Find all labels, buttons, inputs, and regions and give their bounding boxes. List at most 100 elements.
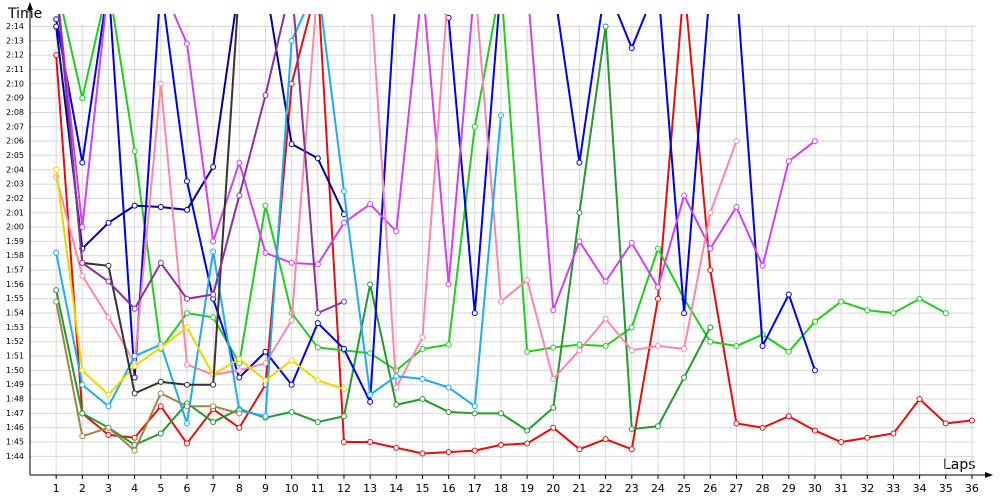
point xyxy=(942,420,949,427)
point xyxy=(864,434,871,441)
x-axis-label: Laps xyxy=(943,457,976,473)
point xyxy=(157,403,164,410)
y-tick-label: 2:09 xyxy=(6,94,24,103)
point xyxy=(524,348,531,355)
point xyxy=(367,391,374,398)
point xyxy=(314,320,321,327)
point xyxy=(681,374,688,381)
x-tick-label: 8 xyxy=(236,482,243,495)
point xyxy=(445,281,452,288)
point xyxy=(785,158,792,165)
point xyxy=(628,347,635,354)
point xyxy=(314,418,321,425)
point xyxy=(550,307,557,314)
point xyxy=(497,441,504,448)
point xyxy=(262,92,269,99)
point xyxy=(393,228,400,235)
x-tick-label: 27 xyxy=(729,482,743,495)
series-line xyxy=(62,14,947,372)
y-tick-label: 2:00 xyxy=(6,223,24,232)
point xyxy=(79,410,86,417)
point xyxy=(210,403,217,410)
point xyxy=(811,427,818,434)
point xyxy=(314,261,321,268)
point xyxy=(576,341,583,348)
point xyxy=(550,375,557,382)
x-tick-label: 20 xyxy=(546,482,560,495)
point xyxy=(105,424,112,431)
point xyxy=(262,202,269,209)
x-tick-label: 1 xyxy=(53,482,60,495)
point xyxy=(131,434,138,441)
y-tick-label: 1:58 xyxy=(6,251,24,260)
point xyxy=(183,403,190,410)
point xyxy=(471,403,478,410)
x-axis-arrow xyxy=(985,472,993,478)
point xyxy=(576,347,583,354)
point xyxy=(288,408,295,415)
point xyxy=(105,431,112,438)
point xyxy=(602,23,609,30)
point xyxy=(314,155,321,162)
point xyxy=(628,44,635,51)
point xyxy=(524,440,531,447)
point xyxy=(288,259,295,266)
point xyxy=(550,344,557,351)
y-tick-label: 1:53 xyxy=(6,323,24,332)
point xyxy=(131,353,138,360)
y-tick-label: 1:51 xyxy=(6,352,24,361)
point xyxy=(445,408,452,415)
point xyxy=(183,361,190,368)
y-tick-label: 2:08 xyxy=(6,108,24,117)
y-tick-label: 1:55 xyxy=(6,294,24,303)
point xyxy=(602,436,609,443)
point xyxy=(105,403,112,410)
x-tick-label: 35 xyxy=(939,482,953,495)
x-tick-label: 17 xyxy=(468,482,482,495)
point xyxy=(288,80,295,87)
point xyxy=(210,381,217,388)
point xyxy=(602,278,609,285)
point xyxy=(654,295,661,302)
point xyxy=(471,310,478,317)
point xyxy=(314,344,321,351)
point xyxy=(340,219,347,226)
point xyxy=(157,259,164,266)
x-tick-label: 3 xyxy=(105,482,112,495)
point xyxy=(183,40,190,47)
point xyxy=(131,447,138,454)
point xyxy=(157,390,164,397)
point xyxy=(79,224,86,231)
y-tick-label: 1:44 xyxy=(6,452,24,461)
y-tick-label: 1:48 xyxy=(6,395,24,404)
point xyxy=(916,396,923,403)
point xyxy=(733,420,740,427)
point xyxy=(157,430,164,437)
point xyxy=(105,278,112,285)
point xyxy=(236,374,243,381)
point xyxy=(157,204,164,211)
point xyxy=(53,287,60,294)
point xyxy=(340,386,347,393)
series-line xyxy=(55,14,502,424)
series-line xyxy=(55,14,973,455)
point xyxy=(340,345,347,352)
point xyxy=(236,367,243,374)
point xyxy=(183,440,190,447)
point xyxy=(681,310,688,317)
point xyxy=(707,338,714,345)
point xyxy=(183,178,190,185)
point xyxy=(445,384,452,391)
point xyxy=(497,410,504,417)
y-tick-label: 2:05 xyxy=(6,151,24,160)
point xyxy=(497,298,504,305)
series-line xyxy=(58,14,345,315)
y-axis-label: Time xyxy=(7,6,42,22)
point xyxy=(838,298,845,305)
point xyxy=(393,373,400,380)
point xyxy=(210,418,217,425)
x-tick-label: 36 xyxy=(965,482,979,495)
point xyxy=(183,381,190,388)
point xyxy=(602,315,609,322)
point xyxy=(183,310,190,317)
